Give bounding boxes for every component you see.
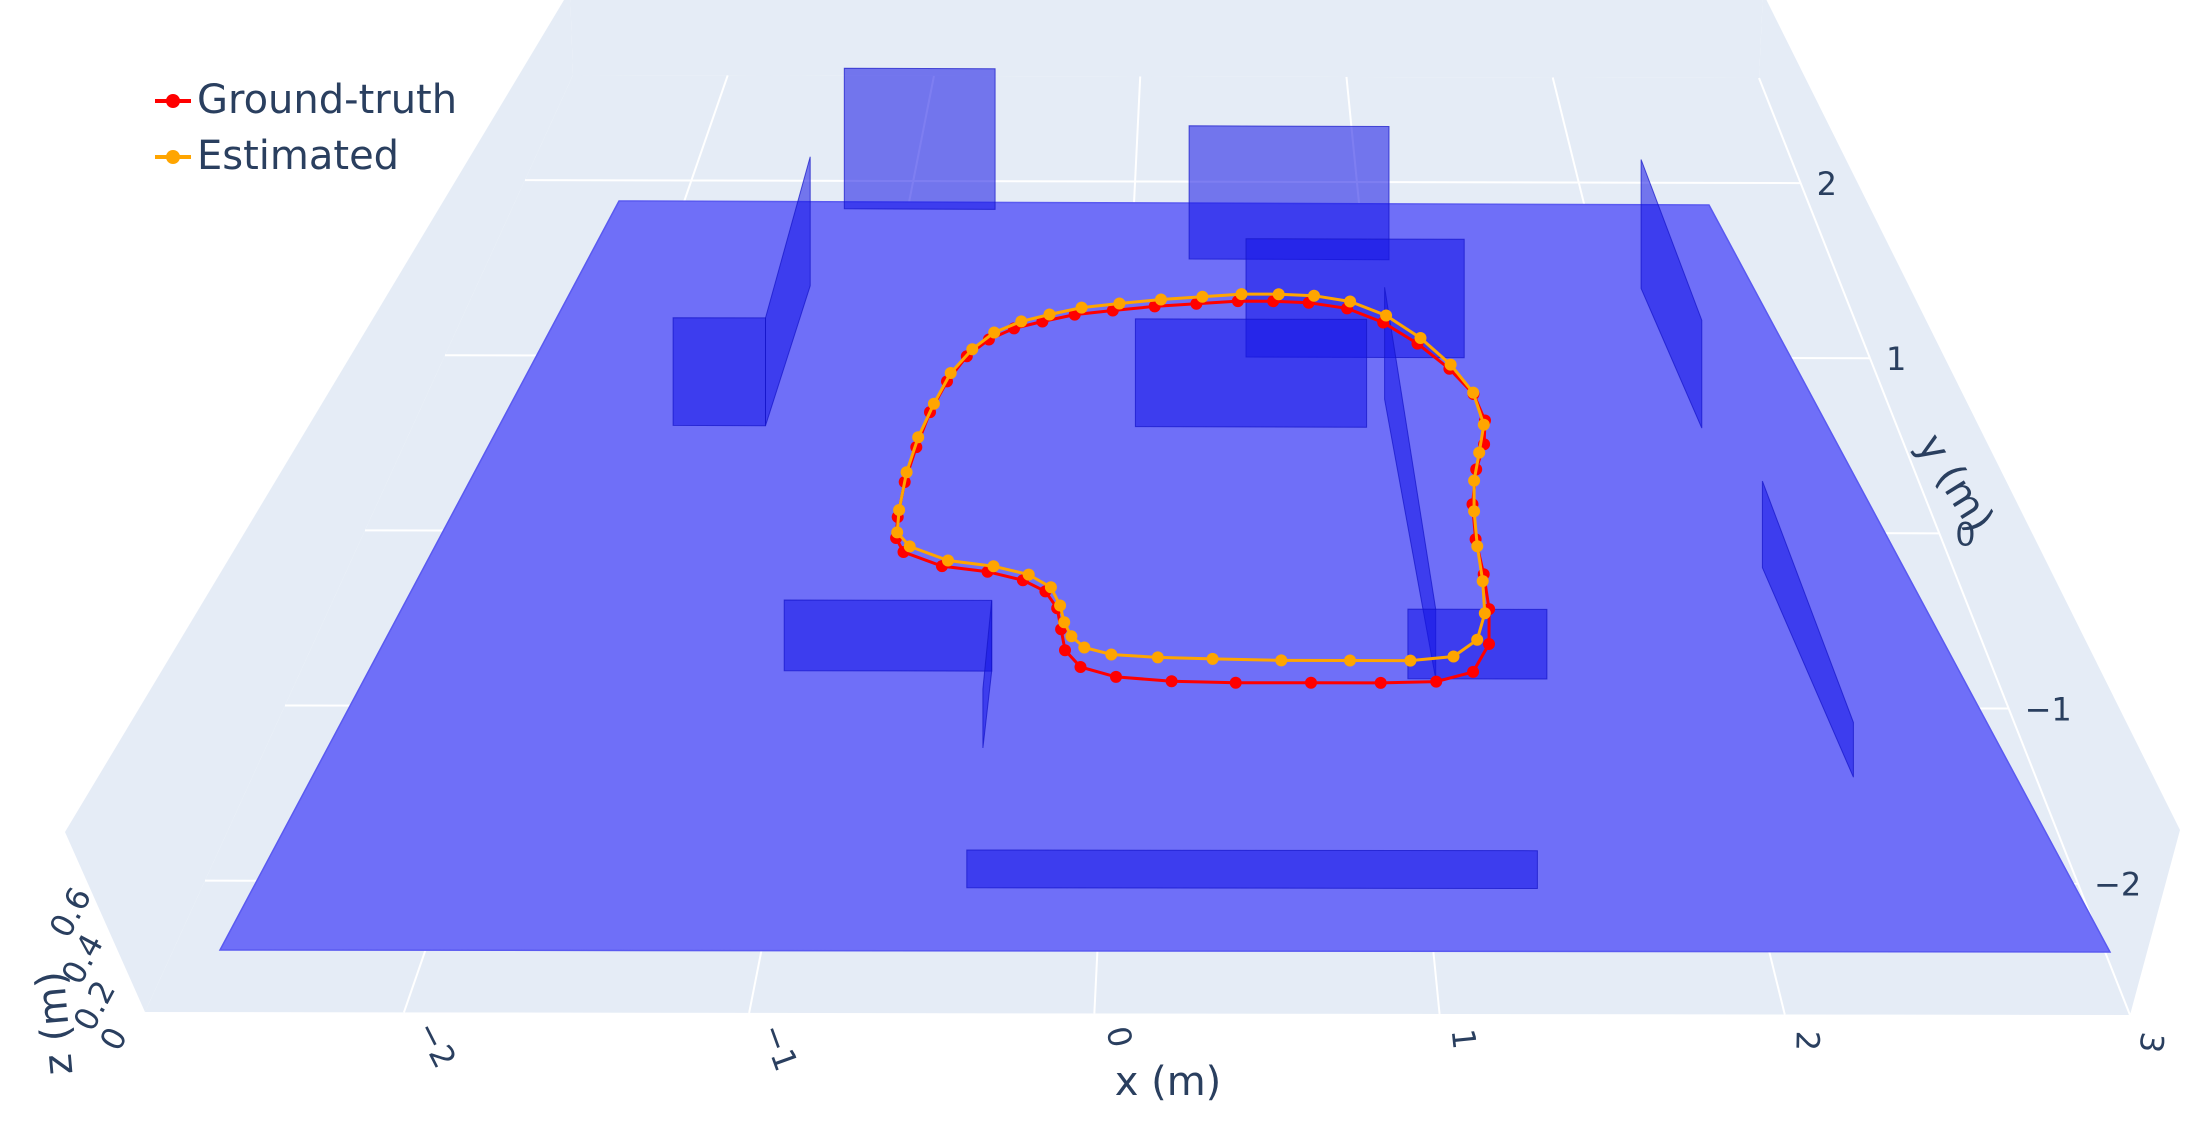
data-point: [1235, 288, 1248, 301]
legend-label: Ground-truth: [197, 77, 458, 123]
data-point: [987, 560, 1000, 573]
data-point: [1374, 676, 1387, 689]
data-point: [1467, 386, 1480, 399]
data-point: [1015, 315, 1028, 328]
data-point: [1043, 308, 1056, 321]
data-point: [1468, 474, 1481, 487]
data-point: [1305, 676, 1317, 689]
back-pane: [570, 0, 1763, 78]
data-point: [1155, 293, 1167, 306]
data-point: [1206, 652, 1219, 665]
data-point: [1380, 309, 1393, 322]
data-point: [912, 431, 925, 444]
data-point: [1483, 638, 1495, 650]
data-point: [1447, 650, 1460, 663]
data-point: [1059, 644, 1071, 657]
data-point: [1404, 654, 1417, 667]
data-point: [1229, 676, 1242, 689]
data-point: [1477, 418, 1490, 431]
x-tick-labels: −2 −1 0 1 2 3: [409, 1015, 2172, 1076]
obstacle-panel: [843, 67, 996, 210]
legend: Ground-truth Estimated: [155, 72, 457, 184]
data-point: [1430, 675, 1443, 688]
y-tick-label: 0: [1955, 515, 1975, 553]
obstacle-panel: [1761, 480, 1854, 778]
data-point: [1471, 540, 1484, 553]
data-point: [927, 397, 940, 410]
x-tick-label: 2: [1788, 1030, 1826, 1051]
x-tick-label: −2: [409, 1015, 464, 1074]
data-point: [1308, 289, 1320, 302]
data-point: [1272, 288, 1285, 301]
data-point: [1414, 332, 1427, 344]
obstacle-panel: [783, 599, 993, 672]
data-point: [944, 367, 957, 379]
left-pane: [65, 0, 573, 1012]
y-tick-label: 2: [1817, 165, 1837, 203]
obstacle-panel: [672, 317, 766, 427]
data-point: [891, 526, 904, 539]
data-point: [1471, 633, 1484, 646]
data-point: [1468, 505, 1481, 518]
obstacle-panel: [1134, 318, 1368, 428]
x-tick-label: −1: [754, 1019, 806, 1076]
z-tick-label: 0.6: [42, 881, 99, 944]
data-point: [1165, 675, 1178, 688]
data-point: [1275, 654, 1288, 667]
data-point: [903, 540, 916, 553]
data-point: [1478, 607, 1491, 620]
y-tick-label: −1: [2025, 691, 2072, 729]
data-point: [1105, 648, 1118, 661]
data-point: [1344, 295, 1357, 308]
data-point: [1074, 661, 1087, 673]
obstacle-panel: [1640, 159, 1703, 429]
ground-truth-swatch-icon: [155, 85, 191, 115]
data-point: [1065, 630, 1078, 643]
obstacle-panel: [982, 600, 993, 749]
data-point: [1022, 568, 1035, 581]
data-point: [893, 504, 906, 516]
y-tick-labels: 2 1 0 −1 −2: [1817, 165, 2142, 904]
data-point: [1473, 446, 1486, 459]
trajectories: [890, 288, 1496, 689]
z-axis-label: z (m): [28, 969, 83, 1077]
data-point: [966, 343, 979, 356]
data-point: [988, 326, 1001, 339]
y-tick-label: 1: [1886, 340, 1906, 378]
obstacles: [672, 67, 1854, 890]
estimated-swatch-icon: [155, 141, 191, 171]
x-tick-label: 0: [1099, 1023, 1141, 1051]
data-point: [1058, 616, 1071, 629]
x-gridline: [1758, 77, 2131, 1016]
data-point: [1444, 358, 1457, 371]
data-point: [1078, 641, 1091, 654]
data-point: [1054, 599, 1067, 612]
data-point: [1075, 301, 1088, 314]
legend-label: Estimated: [197, 133, 400, 179]
data-point: [900, 466, 913, 479]
right-pane: [1759, 0, 2180, 1015]
data-point: [1344, 654, 1356, 667]
y-tick-label: −2: [2094, 866, 2141, 904]
data-point: [1151, 651, 1164, 664]
legend-item-ground-truth[interactable]: Ground-truth: [155, 72, 457, 128]
data-point: [1476, 575, 1489, 588]
y-gridline: [524, 179, 1801, 185]
obstacle-panel: [966, 849, 1538, 890]
data-point: [1113, 297, 1126, 310]
legend-item-estimated[interactable]: Estimated: [155, 128, 457, 184]
data-point: [942, 554, 954, 567]
data-point: [1044, 581, 1057, 594]
x-axis-label: x (m): [1115, 1059, 1222, 1105]
data-point: [1467, 665, 1480, 678]
data-point: [1110, 670, 1122, 683]
x-tick-label: 3: [2131, 1030, 2171, 1055]
data-point: [1196, 290, 1209, 303]
x-tick-label: 1: [1444, 1027, 1484, 1051]
